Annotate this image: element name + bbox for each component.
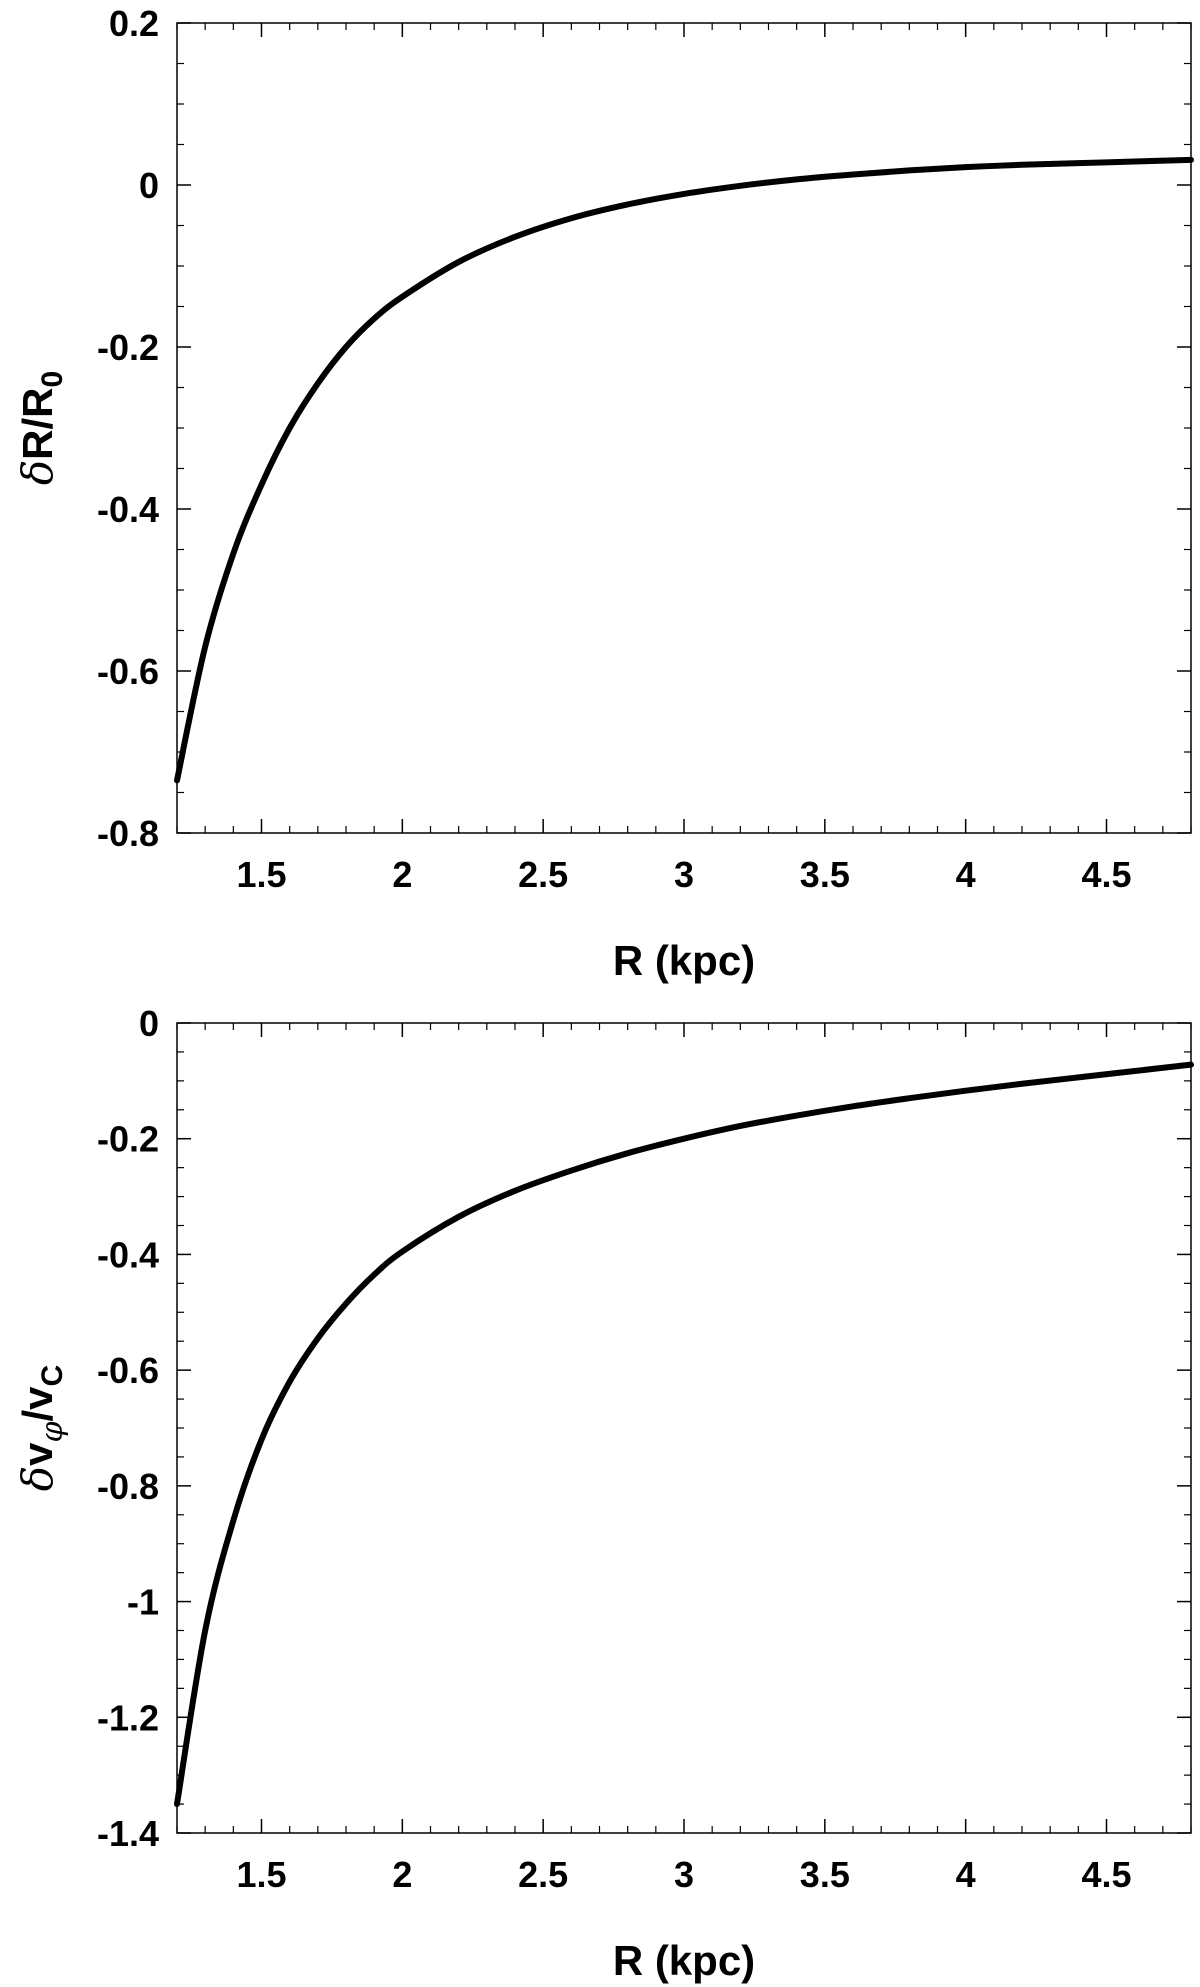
y-label-main: R/R [14,388,61,460]
y-tick-label: 0.2 [109,3,159,44]
ticks [176,1022,1192,1834]
y-tick-label: -0.4 [97,489,159,530]
y-tick-label: -0.6 [97,1350,159,1391]
y-label-phi: φ [35,1422,70,1443]
x-tick-label: 3 [674,854,694,895]
x-tick-label: 4 [956,854,976,895]
y-tick-label: -1.2 [97,1697,159,1738]
y-label-sub: 0 [36,371,69,388]
y-tick-label: -0.6 [97,651,159,692]
y-tick-label: -0.2 [97,1119,159,1160]
x-tick-labels: 1.5 2 2.5 3 3.5 4 4.5 [236,854,1131,895]
x-tick-label: 2 [392,1854,412,1895]
plot-frame [176,1022,1192,1834]
y-label-c: C [36,1365,69,1387]
y-tick-label: -1 [127,1582,159,1623]
y-label-over-v: /v [14,1386,61,1422]
y-tick-label: 0 [139,165,159,206]
y-label-delta: δ [13,1466,62,1491]
x-tick-label: 3.5 [800,1854,850,1895]
y-axis-label: δR/R0 [13,371,69,485]
y-label-v: v [14,1442,61,1466]
y-axis-label: δvφ/vC [13,1365,70,1491]
x-tick-label: 4.5 [1081,854,1131,895]
x-tick-label: 2.5 [518,854,568,895]
y-tick-label: 0 [139,1003,159,1044]
series-group [174,1061,1194,1808]
y-tick-label: -0.2 [97,327,159,368]
x-tick-label: 1.5 [236,854,286,895]
x-tick-label: 4.5 [1081,1854,1131,1895]
series-line [174,1061,1194,1808]
y-tick-label: -0.8 [97,1466,159,1507]
y-tick-labels: 0.2 0 -0.2 -0.4 -0.6 -0.8 [97,3,159,854]
y-tick-label: -0.4 [97,1234,159,1275]
series-line [174,156,1194,784]
plot-frame [176,22,1192,834]
x-tick-label: 4 [956,1854,976,1895]
x-tick-label: 1.5 [236,1854,286,1895]
x-tick-label: 3.5 [800,854,850,895]
y-label-delta: δ [13,460,62,485]
series-group [174,156,1194,784]
y-tick-label: -1.4 [97,1813,159,1854]
panel-delta-r: 1.5 2 2.5 3 3.5 4 4.5 0.2 0 -0.2 -0.4 -0.6 -0.8 R (… [13,3,1194,984]
x-tick-labels: 1.5 2 2.5 3 3.5 4 4.5 [236,1854,1131,1895]
ticks [176,22,1192,834]
x-tick-label: 2 [392,854,412,895]
y-tick-label: -0.8 [97,813,159,854]
y-tick-labels: 0 -0.2 -0.4 -0.6 -0.8 -1 -1.2 -1.4 [97,1003,159,1854]
x-tick-label: 2.5 [518,1854,568,1895]
x-axis-label: R (kpc) [613,1937,755,1984]
panel-delta-v: 1.5 2 2.5 3 3.5 4 4.5 0 -0.2 -0.4 -0.6 -0.8 -1 -1.2 -… [13,1003,1194,1984]
x-axis-label: R (kpc) [613,937,755,984]
x-tick-label: 3 [674,1854,694,1895]
